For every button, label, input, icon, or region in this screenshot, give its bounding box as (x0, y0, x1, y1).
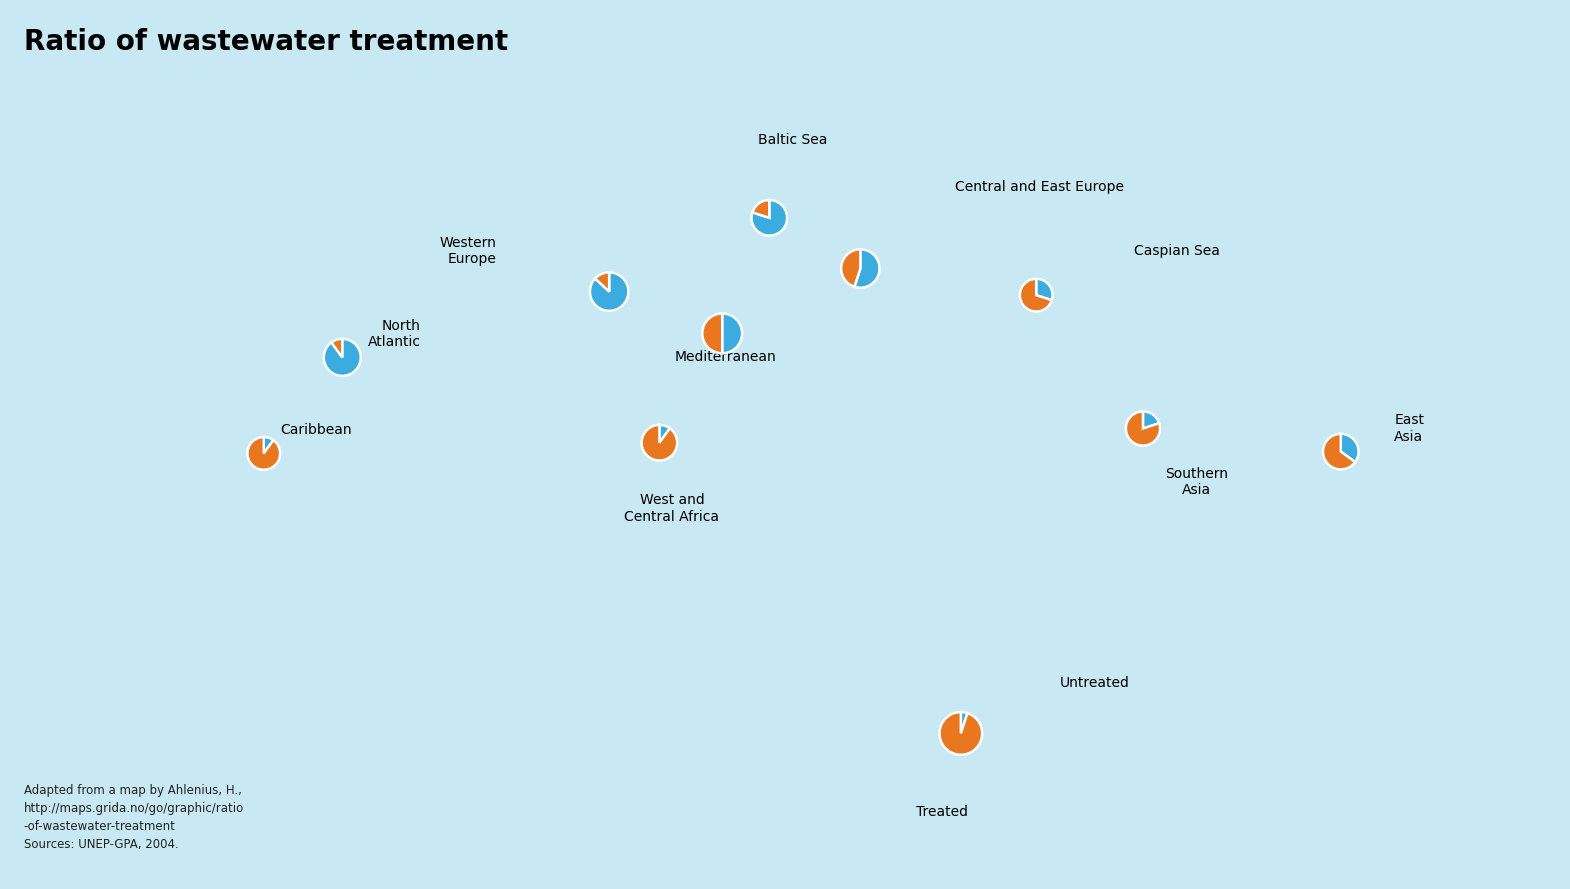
Text: Central and East Europe: Central and East Europe (955, 180, 1124, 194)
Wedge shape (659, 425, 670, 443)
Wedge shape (752, 200, 787, 236)
Wedge shape (248, 437, 279, 469)
Wedge shape (702, 314, 722, 353)
Text: Caribbean: Caribbean (279, 423, 352, 437)
Wedge shape (842, 249, 860, 287)
Text: East
Asia: East Asia (1394, 413, 1424, 444)
Wedge shape (854, 249, 879, 288)
Wedge shape (1324, 434, 1355, 469)
Wedge shape (722, 314, 743, 353)
Text: West and
Central Africa: West and Central Africa (625, 493, 719, 524)
Text: Baltic Sea: Baltic Sea (758, 133, 827, 148)
Text: Southern
Asia: Southern Asia (1165, 467, 1228, 497)
Text: Adapted from a map by Ahlenius, H.,
http://maps.grida.no/go/graphic/ratio
-of-wa: Adapted from a map by Ahlenius, H., http… (24, 784, 243, 851)
Wedge shape (331, 339, 342, 357)
Wedge shape (939, 712, 983, 755)
Text: Ratio of wastewater treatment: Ratio of wastewater treatment (24, 28, 507, 56)
Wedge shape (1036, 279, 1052, 300)
Text: Western
Europe: Western Europe (440, 236, 496, 266)
Wedge shape (1341, 434, 1358, 462)
Text: Untreated: Untreated (1060, 676, 1130, 690)
Wedge shape (595, 272, 609, 292)
Text: Mediterranean: Mediterranean (675, 350, 776, 364)
Wedge shape (1143, 412, 1159, 428)
Wedge shape (264, 437, 273, 453)
Wedge shape (1020, 279, 1052, 311)
Text: Caspian Sea: Caspian Sea (1134, 244, 1220, 258)
Wedge shape (1126, 412, 1160, 445)
Wedge shape (961, 712, 967, 733)
Wedge shape (752, 200, 769, 218)
Wedge shape (323, 339, 361, 376)
Text: North
Atlantic: North Atlantic (367, 319, 421, 349)
Text: Treated: Treated (915, 805, 969, 819)
Wedge shape (590, 272, 628, 311)
Wedge shape (642, 425, 677, 461)
